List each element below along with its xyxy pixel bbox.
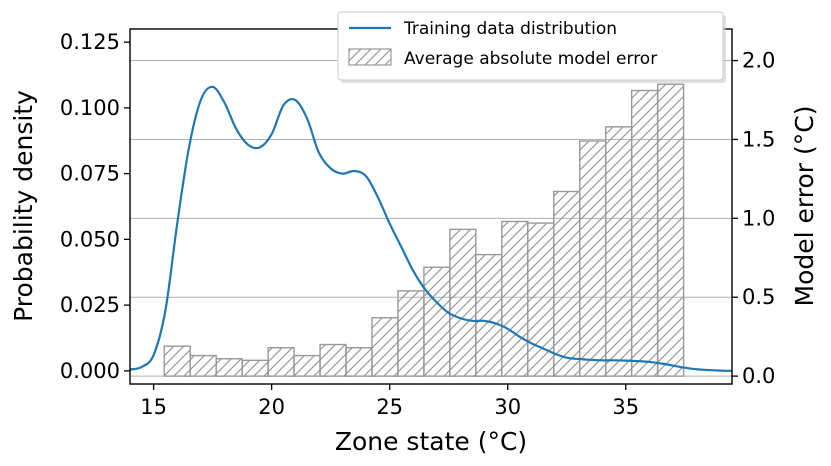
y-axis-left: 0.000 0.025 0.050 0.075 0.100 0.125 — [60, 30, 130, 383]
y-right-axis-title: Model error (°C) — [790, 106, 819, 307]
y-left-tick-label-0: 0.000 — [60, 359, 120, 383]
error-bars — [163, 83, 685, 377]
error-bar — [163, 345, 191, 377]
error-bar — [241, 359, 269, 377]
y-right-tick-label-3: 1.5 — [742, 127, 775, 151]
legend-box — [337, 11, 724, 81]
error-bar — [527, 222, 555, 377]
error-bar — [319, 343, 347, 377]
legend-label-error: Average absolute model error — [404, 49, 657, 69]
x-tick-label-2: 25 — [376, 395, 403, 419]
x-tick-label-0: 15 — [140, 395, 167, 419]
y-left-tick-label-4: 0.100 — [60, 96, 120, 120]
y-right-tick-label-2: 1.0 — [742, 206, 775, 230]
y-left-tick-label-2: 0.050 — [60, 227, 120, 251]
y-axis-right: 0.0 0.5 1.0 1.5 2.0 — [732, 49, 775, 388]
y-left-tick-label-5: 0.125 — [60, 30, 120, 54]
x-tick-label-4: 35 — [612, 395, 639, 419]
x-axis: 15 20 25 30 35 — [140, 384, 639, 419]
error-bar — [345, 347, 373, 377]
y-left-axis-title: Probability density — [9, 90, 38, 322]
error-bar — [630, 89, 659, 377]
error-bar — [501, 220, 529, 377]
legend-bar-swatch — [348, 48, 392, 66]
error-bar — [604, 126, 633, 377]
error-bar — [267, 347, 295, 377]
error-bar — [215, 358, 243, 377]
distribution-line — [130, 85, 732, 372]
error-bar — [423, 266, 451, 377]
y-left-tick-label-1: 0.025 — [60, 293, 120, 317]
x-tick-label-3: 30 — [494, 395, 521, 419]
legend-label-distribution: Training data distribution — [403, 19, 617, 39]
error-bar — [371, 317, 399, 377]
x-axis-title: Zone state (°C) — [335, 427, 527, 456]
error-bar — [397, 290, 425, 377]
y-left-tick-label-3: 0.075 — [60, 162, 120, 186]
distribution-line-path — [130, 85, 732, 372]
error-bar — [475, 253, 503, 377]
error-bar — [579, 140, 607, 377]
x-tick-label-1: 20 — [258, 395, 285, 419]
y-right-tick-label-0: 0.0 — [742, 364, 775, 388]
legend: Training data distribution Average absol… — [337, 11, 726, 83]
error-bar — [449, 228, 477, 377]
error-bar — [189, 354, 217, 377]
error-bar — [553, 190, 581, 377]
error-bar — [293, 354, 321, 377]
y-right-tick-label-1: 0.5 — [742, 285, 775, 309]
y-right-tick-label-4: 2.0 — [742, 49, 775, 73]
error-bar — [656, 83, 685, 377]
